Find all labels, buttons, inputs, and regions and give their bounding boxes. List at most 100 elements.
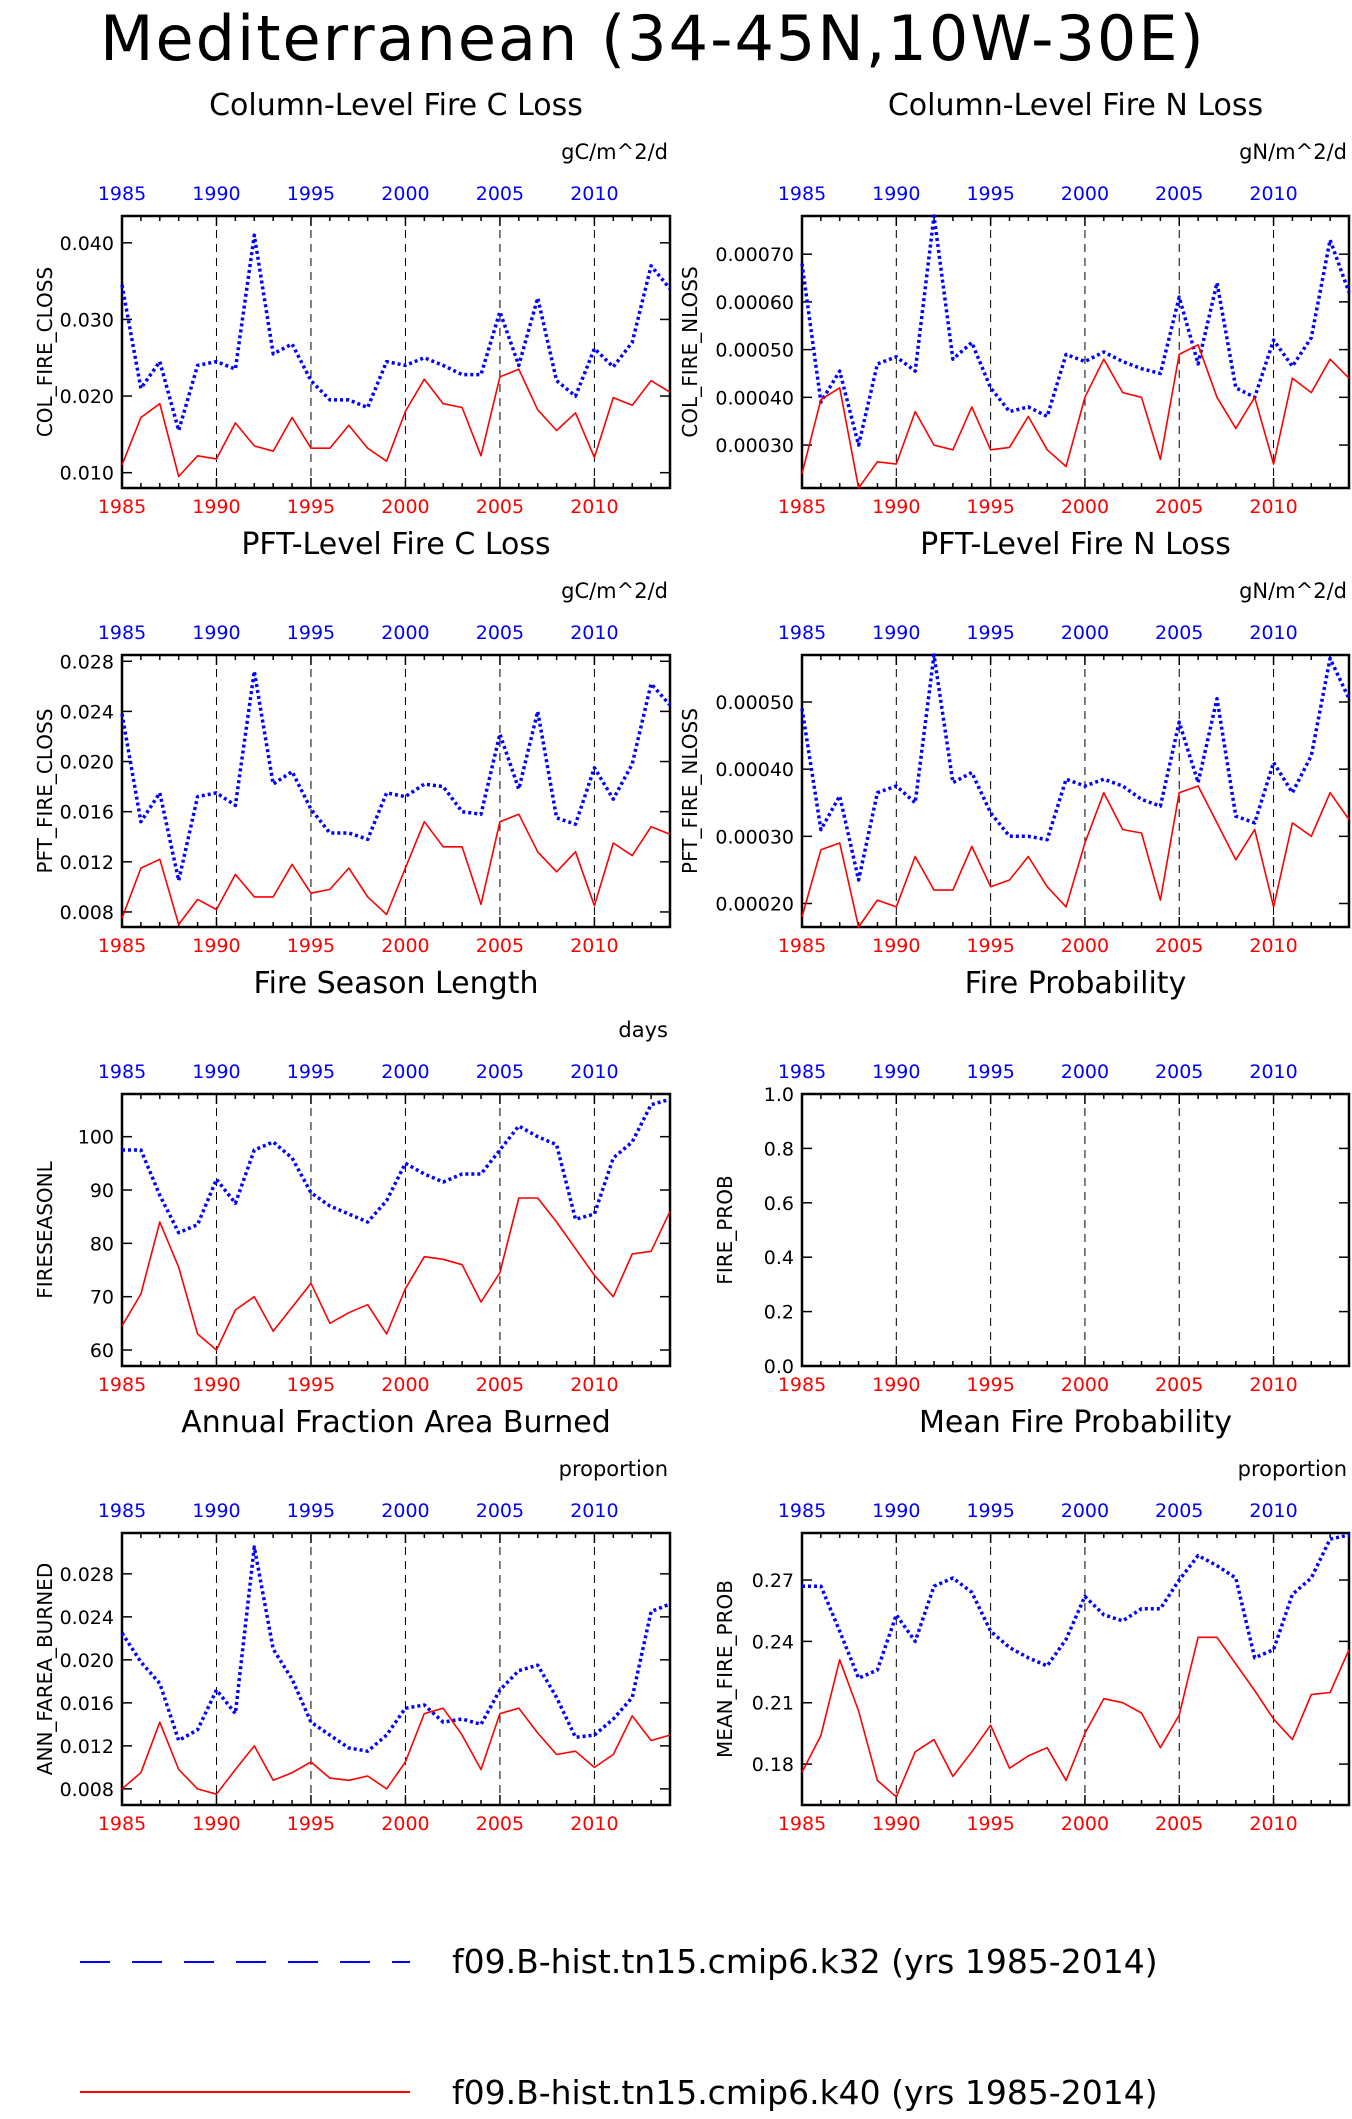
panel5-xlabel-bottom-2000: 2000 xyxy=(381,1374,429,1396)
panel2-title: Column-Level Fire N Loss xyxy=(888,88,1263,123)
panel3-title: PFT-Level Fire C Loss xyxy=(241,527,550,562)
panel1-y-axis-label: COL_FIRE_CLOSS xyxy=(33,267,57,437)
panel6-xlabel-bottom-2010: 2010 xyxy=(1249,1374,1297,1396)
panel3-plot-frame xyxy=(120,653,672,929)
panel5-ylabel-tick-3: 90 xyxy=(90,1180,114,1202)
panel2-series-1-line xyxy=(800,214,1351,447)
panel3-xlabel-top-2000: 2000 xyxy=(381,622,429,644)
panel8-xlabel-bottom-1990: 1990 xyxy=(872,1813,920,1835)
panel8-ylabel-tick-2: 0.24 xyxy=(752,1631,794,1653)
panel4-xlabel-top-1985: 1985 xyxy=(778,622,826,644)
panel6-xlabel-top-1995: 1995 xyxy=(966,1061,1014,1083)
legend-label-1: f09.B-hist.tn15.cmip6.k32 (yrs 1985-2014… xyxy=(452,1942,1158,1981)
panel6-xlabel-top-2000: 2000 xyxy=(1061,1061,1109,1083)
panel5-xlabel-bottom-1990: 1990 xyxy=(192,1374,240,1396)
panel8-xlabel-top-2005: 2005 xyxy=(1155,1500,1203,1522)
panel3-ylabel-tick-4: 0.024 xyxy=(60,701,114,723)
panel2-xlabel-bottom-1990: 1990 xyxy=(872,496,920,518)
panel2-ylabel-tick-0: 0.00030 xyxy=(715,435,794,457)
panel8-xlabel-top-1995: 1995 xyxy=(966,1500,1014,1522)
panel3-xlabel-top-1985: 1985 xyxy=(98,622,146,644)
panel1-units: gC/m^2/d xyxy=(561,140,668,164)
panel2-plot-frame xyxy=(800,214,1351,490)
panel1-xlabel-bottom-1985: 1985 xyxy=(98,496,146,518)
panel1-xlabel-top-2000: 2000 xyxy=(381,183,429,205)
panel8-xlabel-top-1990: 1990 xyxy=(872,1500,920,1522)
panel3-ylabel-tick-2: 0.016 xyxy=(60,802,114,824)
panel4-y-axis-label: PFT_FIRE_NLOSS xyxy=(678,708,702,874)
panel5-series-1-line xyxy=(122,1097,671,1235)
panel6-xlabel-bottom-2000: 2000 xyxy=(1061,1374,1109,1396)
panel3-xlabel-top-1995: 1995 xyxy=(287,622,335,644)
panel3-ylabel-tick-5: 0.028 xyxy=(60,651,114,673)
panel5-xlabel-bottom-1995: 1995 xyxy=(287,1374,335,1396)
panel8-xlabel-bottom-2010: 2010 xyxy=(1249,1813,1297,1835)
panel5-xlabel-top-2010: 2010 xyxy=(570,1061,618,1083)
panel3-series-1-line xyxy=(120,669,672,883)
panel1-xlabel-top-1985: 1985 xyxy=(98,183,146,205)
panel4-plot-frame xyxy=(800,653,1351,929)
panel8-ylabel-tick-3: 0.27 xyxy=(752,1570,794,1592)
panel4-ylabel-tick-0: 0.00020 xyxy=(715,893,794,915)
panel7-xlabel-bottom-1990: 1990 xyxy=(192,1813,240,1835)
panel8-xlabel-bottom-1995: 1995 xyxy=(966,1813,1014,1835)
panel7-xlabel-top-2005: 2005 xyxy=(476,1500,524,1522)
panel7-xlabel-bottom-2000: 2000 xyxy=(381,1813,429,1835)
panel7-xlabel-top-1985: 1985 xyxy=(98,1500,146,1522)
panel3-xlabel-bottom-1995: 1995 xyxy=(287,935,335,957)
panel6-ylabel-tick-3: 0.6 xyxy=(764,1193,794,1215)
panel8-xlabel-bottom-2000: 2000 xyxy=(1061,1813,1109,1835)
panel6-ylabel-tick-4: 0.8 xyxy=(764,1138,794,1160)
panel3-xlabel-bottom-2005: 2005 xyxy=(476,935,524,957)
panel7-ylabel-tick-1: 0.012 xyxy=(60,1736,114,1758)
panel4-xlabel-bottom-2000: 2000 xyxy=(1061,935,1109,957)
panel2-xlabel-top-2005: 2005 xyxy=(1155,183,1203,205)
panel7-ylabel-tick-4: 0.024 xyxy=(60,1607,114,1629)
panel1-xlabel-bottom-2000: 2000 xyxy=(381,496,429,518)
panel5-xlabel-top-1990: 1990 xyxy=(192,1061,240,1083)
panel2-ylabel-tick-4: 0.00070 xyxy=(715,244,794,266)
panel4-xlabel-bottom-1995: 1995 xyxy=(966,935,1014,957)
panel4-xlabel-bottom-1990: 1990 xyxy=(872,935,920,957)
panel6-xlabel-top-1990: 1990 xyxy=(872,1061,920,1083)
panel2-xlabel-bottom-2000: 2000 xyxy=(1061,496,1109,518)
panel5-series-2-line xyxy=(121,1197,671,1351)
panel4-title: PFT-Level Fire N Loss xyxy=(920,527,1231,562)
panel2-xlabel-top-2000: 2000 xyxy=(1061,183,1109,205)
panel6-title: Fire Probability xyxy=(965,966,1187,1001)
panel1-title: Column-Level Fire C Loss xyxy=(209,88,583,123)
panel6-ylabel-tick-2: 0.4 xyxy=(764,1247,794,1269)
panel2-ylabel-tick-1: 0.00040 xyxy=(715,387,794,409)
panel1-xlabel-bottom-1990: 1990 xyxy=(192,496,240,518)
legend-label-2: f09.B-hist.tn15.cmip6.k40 (yrs 1985-2014… xyxy=(452,2073,1158,2112)
panel6-xlabel-top-2005: 2005 xyxy=(1155,1061,1203,1083)
panel5-xlabel-top-1995: 1995 xyxy=(287,1061,335,1083)
panel5-xlabel-top-2005: 2005 xyxy=(476,1061,524,1083)
panel3-xlabel-bottom-2000: 2000 xyxy=(381,935,429,957)
panel1-xlabel-top-2005: 2005 xyxy=(476,183,524,205)
panel5-xlabel-top-1985: 1985 xyxy=(98,1061,146,1083)
panel3-xlabel-top-2005: 2005 xyxy=(476,622,524,644)
panel5-ylabel-tick-0: 60 xyxy=(90,1340,114,1362)
panel7-ylabel-tick-2: 0.016 xyxy=(60,1693,114,1715)
panel3-xlabel-bottom-1990: 1990 xyxy=(192,935,240,957)
panel4-ylabel-tick-3: 0.00050 xyxy=(715,692,794,714)
panel8-ylabel-tick-0: 0.18 xyxy=(752,1754,794,1776)
panel4-units: gN/m^2/d xyxy=(1239,579,1347,603)
panel5-title: Fire Season Length xyxy=(254,966,539,1001)
panel4-ylabel-tick-2: 0.00040 xyxy=(715,759,794,781)
panel7-title: Annual Fraction Area Burned xyxy=(181,1405,611,1440)
panel4-xlabel-top-1990: 1990 xyxy=(872,622,920,644)
page-title: Mediterranean (34-45N,10W-30E) xyxy=(100,2,1206,75)
panel4-xlabel-bottom-2005: 2005 xyxy=(1155,935,1203,957)
panel5-ylabel-tick-4: 100 xyxy=(78,1127,114,1149)
panel2-xlabel-bottom-1985: 1985 xyxy=(778,496,826,518)
panel2-ylabel-tick-2: 0.00050 xyxy=(715,340,794,362)
panel3-units: gC/m^2/d xyxy=(561,579,668,603)
panel6-xlabel-bottom-1995: 1995 xyxy=(966,1374,1014,1396)
panel7-ylabel-tick-0: 0.008 xyxy=(60,1779,114,1801)
panel1-xlabel-top-1995: 1995 xyxy=(287,183,335,205)
panel6-xlabel-bottom-1985: 1985 xyxy=(778,1374,826,1396)
panel8-title: Mean Fire Probability xyxy=(919,1405,1232,1440)
